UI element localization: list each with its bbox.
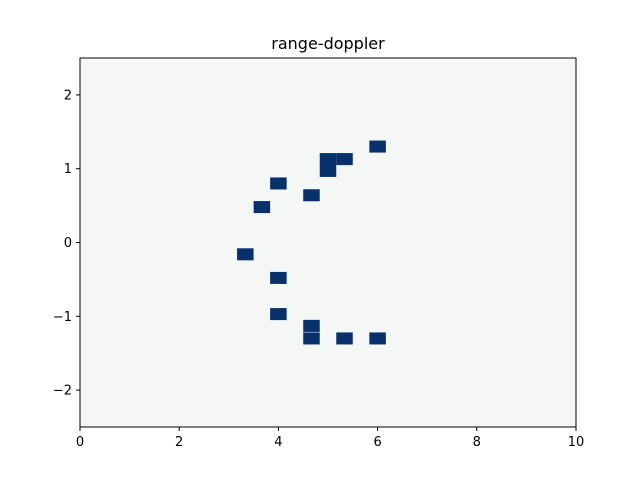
heatmap-cell xyxy=(270,308,287,321)
heatmap-cell xyxy=(303,332,320,345)
y-tick-label: 0 xyxy=(64,236,72,251)
heatmap-cell xyxy=(336,332,353,345)
y-tick-label: 2 xyxy=(64,88,72,103)
x-axis: 0 2 4 6 8 10 xyxy=(76,427,584,450)
y-tick-label: −2 xyxy=(53,384,72,399)
plot-area xyxy=(80,58,576,427)
heatmap-cell xyxy=(237,248,254,261)
heatmap-cell xyxy=(319,164,337,177)
chart-title: range-doppler xyxy=(271,34,385,53)
heatmap-cell xyxy=(336,153,353,166)
x-tick-label: 0 xyxy=(76,435,84,450)
heatmap-cell xyxy=(369,332,386,345)
x-tick-label: 2 xyxy=(175,435,183,450)
x-tick-label: 6 xyxy=(373,435,381,450)
heatmap-cell xyxy=(303,189,320,202)
heatmap-cell xyxy=(253,201,271,214)
heatmap-cell xyxy=(319,153,337,166)
heatmap-cell xyxy=(270,271,287,284)
y-axis: −2 −1 0 1 2 xyxy=(53,88,80,399)
y-tick-label: 1 xyxy=(64,162,72,177)
x-tick-label: 8 xyxy=(473,435,481,450)
x-tick-label: 10 xyxy=(568,435,585,450)
x-tick-label: 4 xyxy=(274,435,282,450)
heatmap-cells xyxy=(237,140,386,345)
y-tick-label: −1 xyxy=(53,310,72,325)
heatmap-cell xyxy=(303,319,320,332)
heatmap-cell xyxy=(369,140,386,153)
heatmap-cell xyxy=(270,177,287,190)
